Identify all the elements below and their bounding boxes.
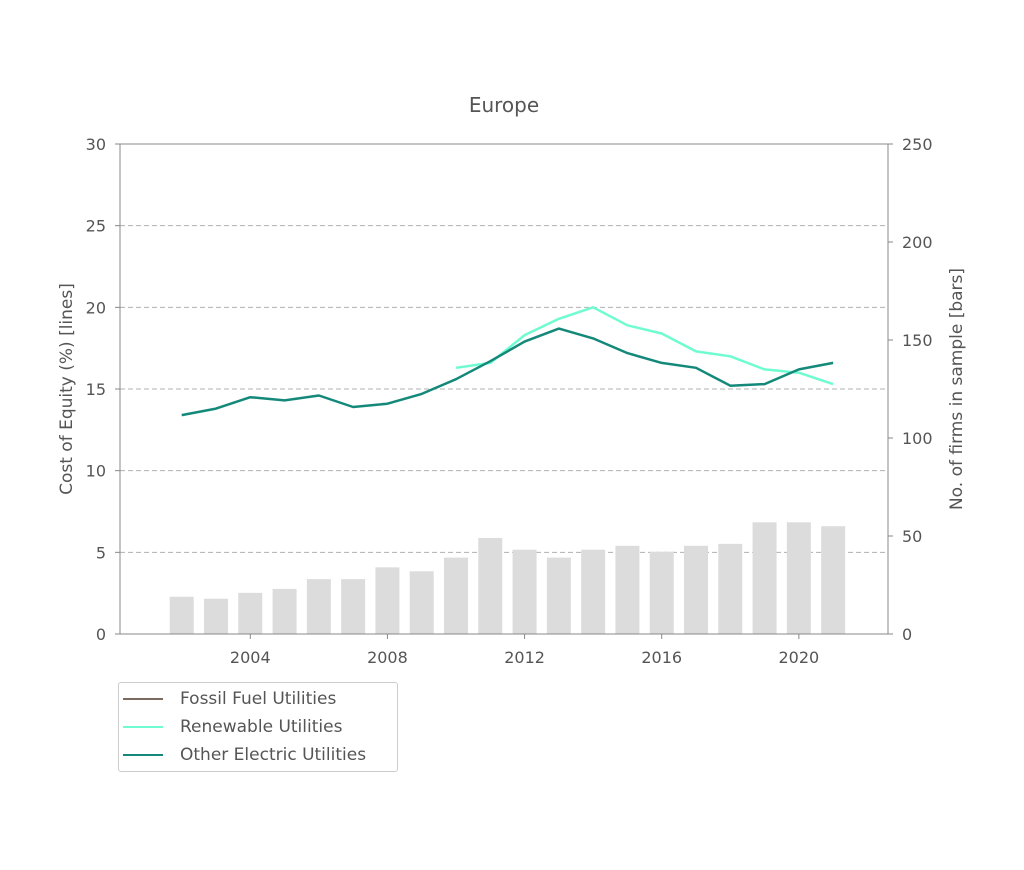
y-right-tick-label: 250 xyxy=(902,135,933,154)
bar-firm-count xyxy=(238,592,263,634)
legend-label-renewable: Renewable Utilities xyxy=(180,717,343,737)
grid-layer xyxy=(120,225,888,553)
legend: Fossil Fuel Utilities Renewable Utilitie… xyxy=(118,682,398,772)
bar-firm-count xyxy=(204,598,228,634)
bar-layer xyxy=(169,522,846,634)
bar-firm-count xyxy=(272,588,297,634)
legend-item-renewable: Renewable Utilities xyxy=(119,715,342,739)
y-left-tick-label: 25 xyxy=(86,217,106,236)
x-tick-label: 2012 xyxy=(504,648,545,667)
bar-firm-count xyxy=(752,522,777,634)
bar-firm-count xyxy=(786,522,811,634)
y-axis-left-label: Cost of Equity (%) [lines] xyxy=(57,283,77,495)
legend-label-other: Other Electric Utilities xyxy=(180,745,367,765)
bar-firm-count xyxy=(649,551,674,634)
x-tick-label: 2016 xyxy=(641,648,682,667)
bar-firm-count xyxy=(375,567,400,634)
bar-firm-count xyxy=(718,543,743,634)
legend-item-other: Other Electric Utilities xyxy=(119,743,366,767)
bar-firm-count xyxy=(821,526,846,634)
series-line-2 xyxy=(181,327,834,417)
y-left-tick-label: 10 xyxy=(86,462,106,481)
bar-firm-count xyxy=(615,545,640,634)
bar-firm-count xyxy=(341,579,366,634)
tick-layer: 0 5 10 15 20 25 30 0 50 100 150 200 250 2004 2008 2012 2… xyxy=(86,135,933,667)
y-left-tick-label: 15 xyxy=(86,380,106,399)
legend-swatch-fossil xyxy=(123,697,163,701)
legend-swatch-other xyxy=(123,753,163,757)
legend-item-fossil: Fossil Fuel Utilities xyxy=(119,687,336,711)
y-left-tick-label: 30 xyxy=(86,135,106,154)
y-right-tick-label: 200 xyxy=(902,233,933,252)
legend-swatch-renewable xyxy=(123,725,163,729)
y-left-tick-label: 5 xyxy=(96,543,106,562)
y-right-tick-label: 50 xyxy=(902,527,922,546)
y-axis-right-label: No. of firms in sample [bars] xyxy=(947,268,967,510)
bar-firm-count xyxy=(306,579,331,634)
x-tick-label: 2008 xyxy=(367,648,408,667)
bar-firm-count xyxy=(581,549,606,634)
y-right-tick-label: 150 xyxy=(902,331,933,350)
series-line-1 xyxy=(455,306,834,386)
y-left-tick-label: 0 xyxy=(96,625,106,644)
bar-firm-count xyxy=(169,596,194,634)
bar-firm-count xyxy=(444,557,468,634)
y-right-tick-label: 100 xyxy=(902,429,933,448)
x-tick-label: 2020 xyxy=(778,648,819,667)
bar-firm-count xyxy=(512,549,537,634)
y-right-tick-label: 0 xyxy=(902,625,912,644)
line-layer xyxy=(181,306,834,417)
x-tick-label: 2004 xyxy=(230,648,271,667)
bar-firm-count xyxy=(478,537,503,634)
bar-firm-count xyxy=(409,571,434,634)
y-left-tick-label: 20 xyxy=(86,298,106,317)
chart-title: Europe xyxy=(469,93,539,117)
bar-firm-count xyxy=(546,557,571,634)
legend-label-fossil: Fossil Fuel Utilities xyxy=(180,689,337,709)
bar-firm-count xyxy=(684,545,708,634)
